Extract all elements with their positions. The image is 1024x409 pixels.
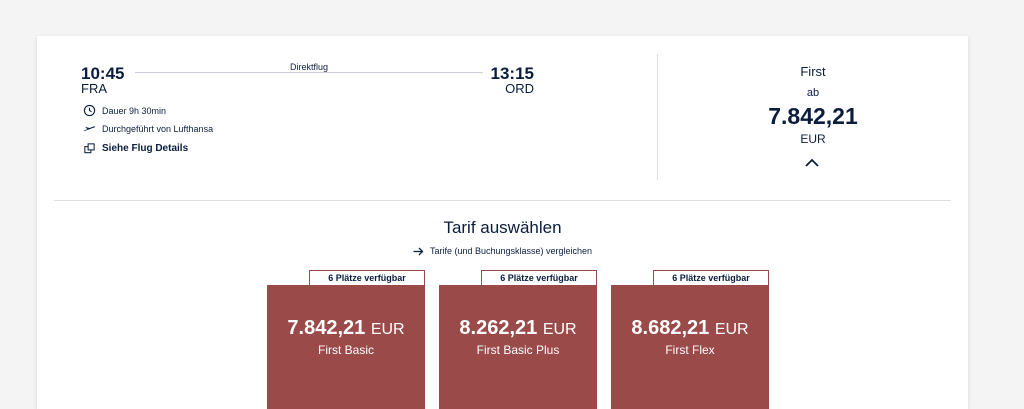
cabin-class: First: [800, 64, 826, 79]
clock-icon: [83, 104, 96, 117]
fare-price: 8.262,21 EUR: [439, 317, 597, 340]
operator-text: Durchgeführt von Lufthansa: [102, 123, 214, 134]
lowest-price-currency: EUR: [800, 132, 826, 146]
fare-name: First Flex: [665, 343, 715, 357]
fare-currency: EUR: [714, 321, 749, 338]
flight-type-label: Direktflug: [289, 62, 328, 72]
availability-badge: 6 Plätze verfügbar: [653, 270, 769, 286]
operator-row: Durchgeführt von Lufthansa: [83, 122, 213, 135]
external-link-icon: [84, 143, 95, 154]
horizontal-divider: [54, 200, 951, 201]
fare-price-value: 8.262,21: [459, 317, 538, 339]
arrow-right-icon: [413, 247, 424, 255]
compare-tariffs-label: Tarife (und Buchungsklasse) vergleichen: [429, 246, 593, 256]
arrival-time: 13:15: [490, 64, 534, 83]
flight-details-label: Siehe Flug Details: [102, 143, 189, 154]
fare-price: 7.842,21 EUR: [267, 317, 425, 340]
fare-name: First Basic Plus: [476, 343, 560, 357]
availability-badge: 6 Plätze verfügbar: [309, 270, 425, 286]
price-from-label: ab: [806, 87, 820, 99]
fare-currency: EUR: [542, 321, 577, 338]
chevron-up-icon[interactable]: [803, 156, 821, 170]
fare-box[interactable]: 8.682,21 EUR First Flex: [611, 285, 769, 409]
duration-row: Dauer 9h 30min: [83, 104, 166, 117]
compare-tariffs-link[interactable]: Tarife (und Buchungsklasse) vergleichen: [37, 246, 968, 256]
fare-currency: EUR: [370, 321, 405, 338]
plane-icon: [83, 126, 96, 132]
departure-airport: FRA: [81, 81, 107, 96]
fare-name: First Basic: [317, 343, 374, 357]
flight-details-link[interactable]: Siehe Flug Details: [83, 142, 188, 155]
tariff-section-title: Tarif auswählen: [443, 218, 562, 237]
departure-time: 10:45: [81, 64, 125, 83]
vertical-divider: [657, 54, 658, 180]
fare-price-value: 7.842,21: [287, 317, 366, 339]
fare-box[interactable]: 7.842,21 EUR First Basic: [267, 285, 425, 409]
fare-box[interactable]: 8.262,21 EUR First Basic Plus: [439, 285, 597, 409]
fare-price: 8.682,21 EUR: [611, 317, 769, 340]
lowest-price: 7.842,21: [768, 103, 858, 129]
arrival-airport: ORD: [505, 81, 534, 96]
duration-text: Dauer 9h 30min: [102, 105, 167, 116]
flight-card: 10:45 FRA Direktflug 13:15 ORD Dauer 9h …: [37, 36, 968, 409]
fare-price-value: 8.682,21: [631, 317, 710, 339]
route-line: [135, 72, 483, 73]
availability-badge: 6 Plätze verfügbar: [481, 270, 597, 286]
